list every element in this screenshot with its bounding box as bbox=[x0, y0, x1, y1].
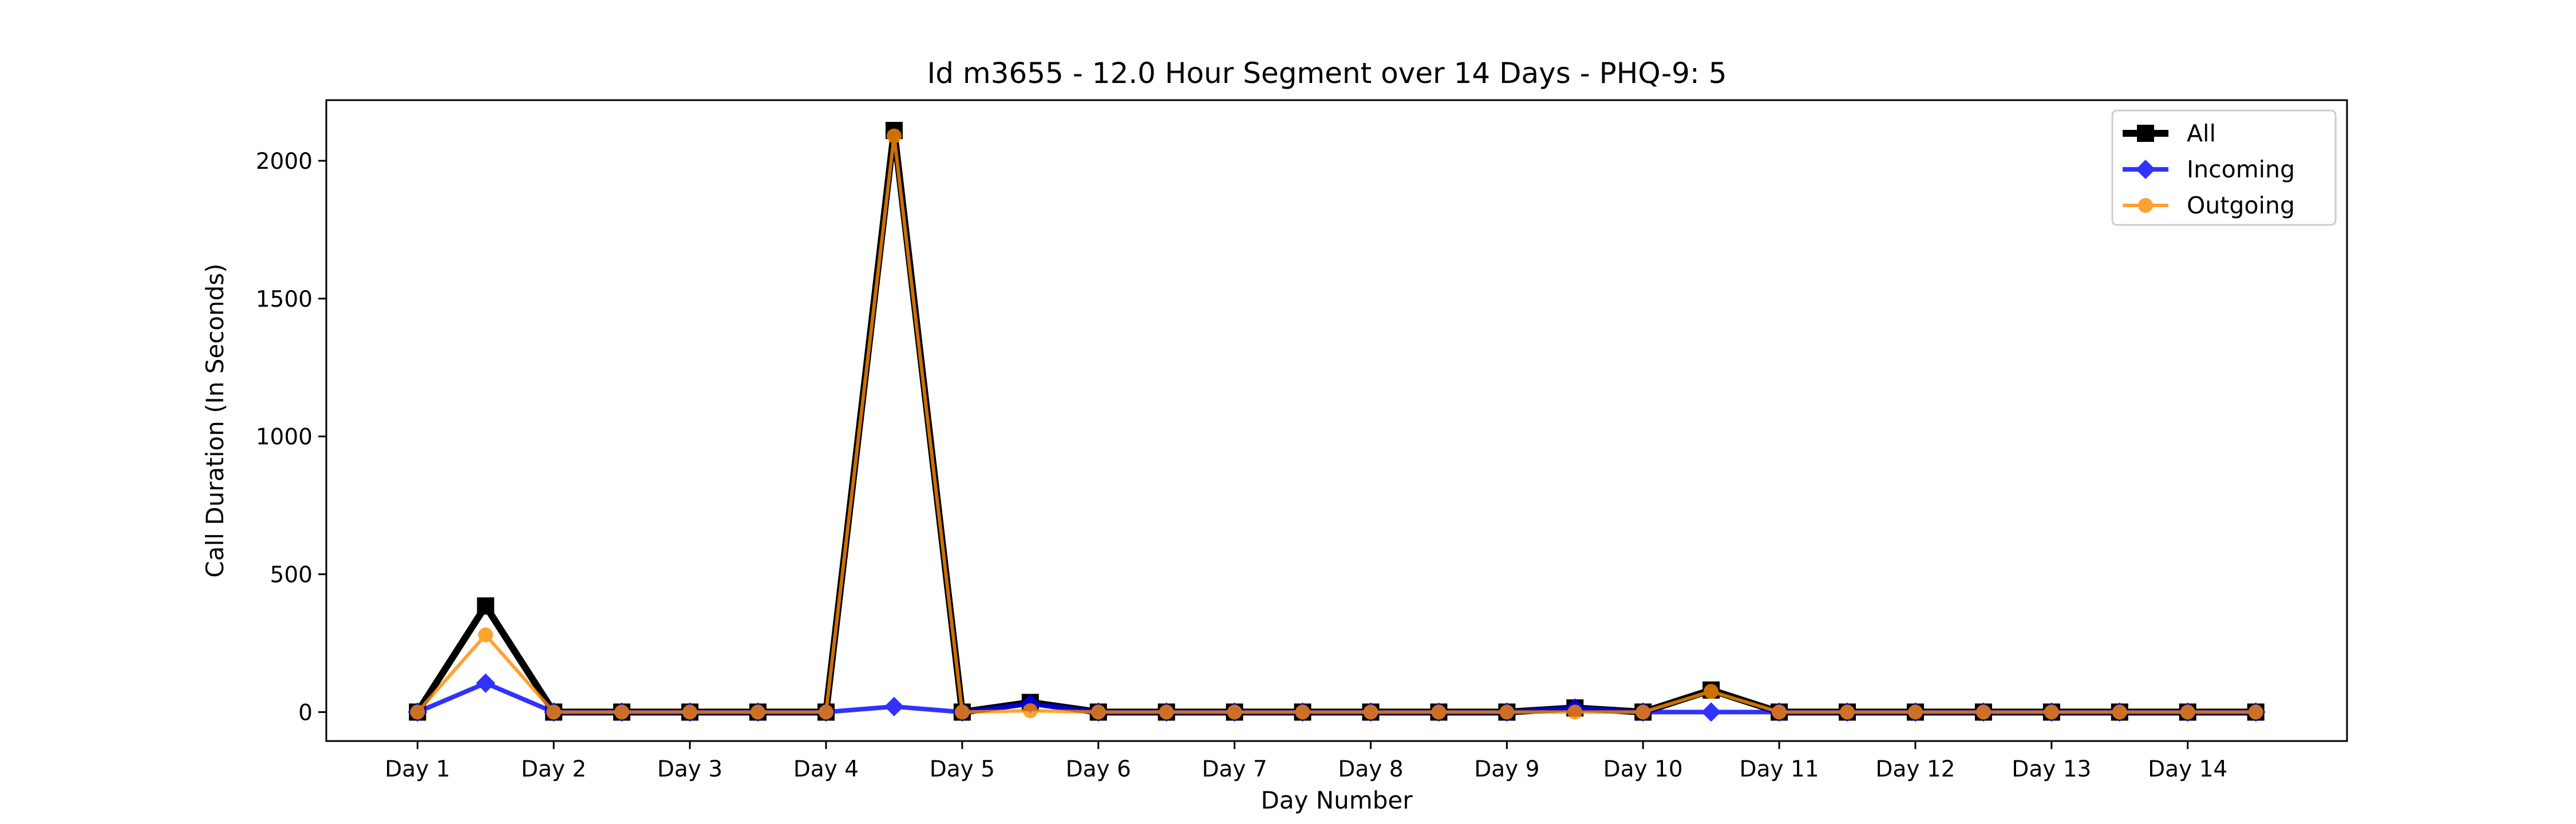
data-point-outgoing bbox=[750, 704, 766, 720]
data-point-outgoing bbox=[2180, 704, 2195, 720]
legend-label: Outgoing bbox=[2187, 192, 2295, 219]
x-tick-label: Day 9 bbox=[1474, 756, 1539, 782]
data-point-outgoing bbox=[1840, 704, 1855, 720]
data-point-legend-outgoing bbox=[2138, 198, 2153, 213]
data-point-legend-all bbox=[2137, 125, 2154, 142]
data-point-outgoing bbox=[410, 704, 425, 720]
data-point-outgoing bbox=[2112, 704, 2127, 720]
data-point-outgoing bbox=[2248, 704, 2263, 720]
x-tick-label: Day 3 bbox=[657, 756, 722, 782]
x-tick-label: Day 13 bbox=[2012, 756, 2091, 782]
data-point-outgoing bbox=[818, 704, 833, 720]
x-tick-label: Day 14 bbox=[2148, 756, 2227, 782]
x-tick-label: Day 6 bbox=[1066, 756, 1131, 782]
legend-entry-all bbox=[2123, 125, 2168, 142]
y-tick-label: 1000 bbox=[256, 425, 313, 450]
data-point-outgoing bbox=[1363, 704, 1378, 720]
x-axis: Day 1 Day 2 Day 3 Day 4 Day 5 Day 6 Day 7 Day 8… bbox=[385, 741, 2227, 782]
data-point-outgoing bbox=[2044, 704, 2059, 720]
data-point-incoming bbox=[1701, 702, 1721, 722]
data-point-outgoing bbox=[1704, 684, 1719, 699]
legend: All Incoming Outgoing bbox=[2111, 109, 2337, 226]
y-axis: 0 500 1000 1500 2000 bbox=[256, 149, 326, 726]
data-point-outgoing bbox=[682, 704, 698, 720]
data-point-outgoing bbox=[1295, 704, 1310, 720]
data-point-outgoing bbox=[1499, 704, 1515, 720]
y-tick-label: 1500 bbox=[256, 287, 313, 312]
data-point-outgoing bbox=[1567, 704, 1583, 720]
data-point-outgoing bbox=[478, 627, 493, 643]
x-tick-label: Day 5 bbox=[930, 756, 995, 782]
y-tick-label: 500 bbox=[270, 562, 313, 588]
x-tick-label: Day 4 bbox=[793, 756, 859, 782]
data-point-outgoing bbox=[614, 704, 630, 720]
data-point-all bbox=[477, 597, 495, 615]
series-outgoing bbox=[410, 128, 2263, 720]
x-tick-label: Day 2 bbox=[521, 756, 586, 782]
legend-label: Incoming bbox=[2187, 156, 2295, 183]
data-point-outgoing bbox=[1772, 704, 1787, 720]
y-tick-label: 2000 bbox=[256, 149, 313, 175]
x-tick-label: Day 7 bbox=[1202, 756, 1267, 782]
y-tick-label: 0 bbox=[298, 700, 313, 726]
x-tick-label: Day 1 bbox=[385, 756, 450, 782]
data-point-outgoing bbox=[1907, 704, 1923, 720]
data-point-outgoing bbox=[1635, 704, 1651, 720]
legend-label: All bbox=[2187, 120, 2216, 147]
data-point-incoming bbox=[476, 673, 496, 693]
legend-entry-incoming bbox=[2123, 160, 2168, 179]
data-point-incoming bbox=[884, 696, 904, 716]
data-point-outgoing bbox=[954, 704, 970, 720]
x-axis-label: Day Number bbox=[1261, 786, 1413, 814]
x-tick-label: Day 8 bbox=[1338, 756, 1403, 782]
data-point-legend-incoming bbox=[2136, 160, 2155, 179]
data-point-outgoing bbox=[1431, 704, 1447, 720]
data-point-outgoing bbox=[886, 128, 902, 144]
y-axis-label: Call Duration (In Seconds) bbox=[201, 263, 229, 577]
plot-area bbox=[408, 121, 2266, 722]
series-line-outgoing bbox=[416, 136, 2256, 714]
plot-frame bbox=[325, 99, 2348, 742]
x-tick-label: Day 11 bbox=[1740, 756, 1819, 782]
data-point-outgoing bbox=[1159, 704, 1174, 720]
x-tick-label: Day 12 bbox=[1875, 756, 1955, 782]
legend-entry-outgoing bbox=[2123, 198, 2168, 213]
data-point-outgoing bbox=[1976, 704, 1991, 720]
x-tick-label: Day 10 bbox=[1603, 756, 1683, 782]
data-point-outgoing bbox=[1022, 703, 1038, 719]
data-point-outgoing bbox=[1091, 704, 1106, 720]
data-point-outgoing bbox=[1227, 704, 1242, 720]
legend-box bbox=[2111, 109, 2337, 226]
chart-title: Id m3655 - 12.0 Hour Segment over 14 Day… bbox=[927, 57, 1726, 90]
data-point-outgoing bbox=[546, 704, 562, 720]
